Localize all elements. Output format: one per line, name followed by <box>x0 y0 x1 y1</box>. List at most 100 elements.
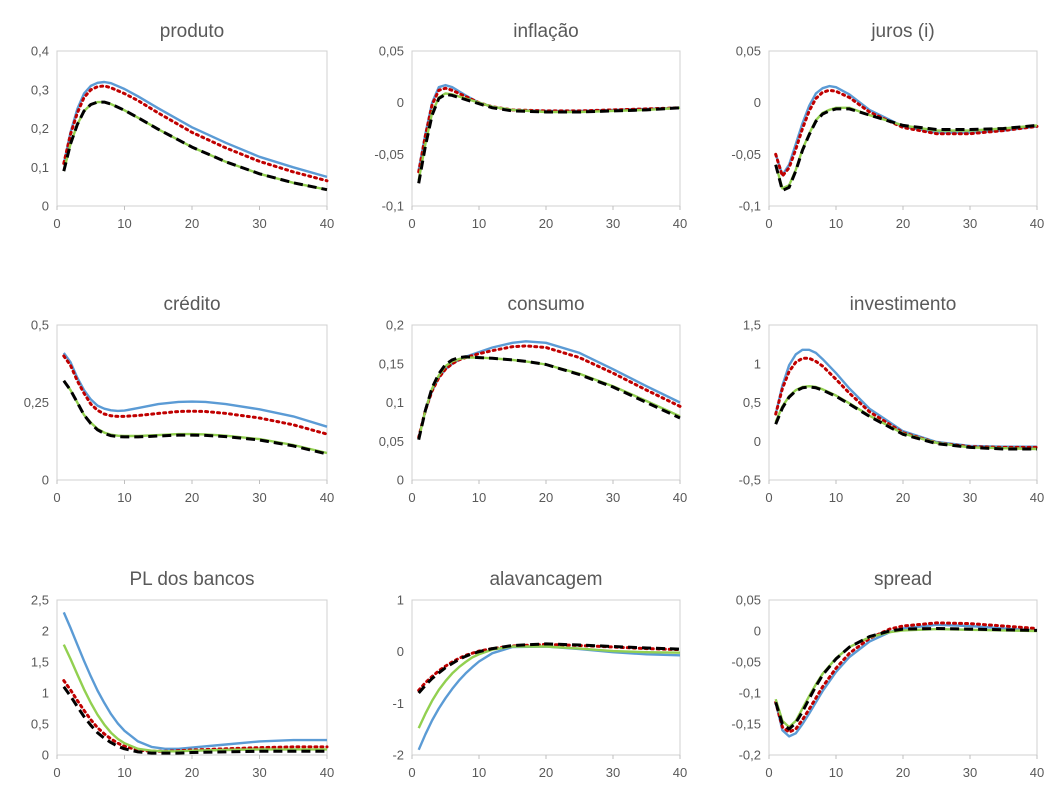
y-tick-label: 0,4 <box>31 44 49 59</box>
panel-title: crédito <box>163 294 220 315</box>
series-line-3 <box>774 627 1038 729</box>
series-line-4 <box>62 685 327 755</box>
y-tick-label: 1 <box>754 356 761 371</box>
panel-1: produto 0 0,1 0,2 0,3 0,4 0 10 20 30 40 <box>31 21 334 231</box>
y-tick-label: -0,1 <box>739 199 761 214</box>
series-line-1 <box>417 645 681 751</box>
y-tick-label: 0,05 <box>736 593 761 608</box>
y-tick-label: 1,5 <box>31 655 49 670</box>
x-tick-label: 40 <box>1030 765 1044 780</box>
series-line-2 <box>774 621 1039 734</box>
y-tick-label: 0 <box>397 95 404 110</box>
y-tick-label: -0,2 <box>739 748 761 763</box>
x-tick-label: 10 <box>472 216 486 231</box>
series-line-1 <box>417 83 681 171</box>
series-line-4 <box>774 627 1038 731</box>
x-tick-label: 30 <box>606 490 620 505</box>
x-tick-label: 10 <box>117 765 131 780</box>
x-tick-label: 40 <box>673 490 687 505</box>
x-tick-label: 40 <box>1030 216 1044 231</box>
y-tick-label: 1,5 <box>743 318 761 333</box>
panel-7: PL dos bancos 0 0,5 1 1,5 2 2,5 0 10 20 30 40 <box>31 569 334 780</box>
y-tick-label: 0,5 <box>31 318 49 333</box>
series-line-4 <box>417 92 681 184</box>
series-line-3 <box>62 644 327 753</box>
x-tick-label: 10 <box>829 216 843 231</box>
x-tick-label: 10 <box>829 765 843 780</box>
x-tick-label: 20 <box>896 490 910 505</box>
x-tick-label: 0 <box>408 490 415 505</box>
y-tick-label: -0,1 <box>739 686 761 701</box>
series-line-4 <box>774 107 1038 192</box>
y-tick-label: 0,05 <box>736 44 761 59</box>
x-tick-label: 0 <box>765 490 772 505</box>
x-tick-label: 10 <box>472 490 486 505</box>
x-tick-label: 10 <box>117 490 131 505</box>
series-line-3 <box>62 380 328 455</box>
plot-area <box>411 50 681 207</box>
y-tick-label: 0 <box>754 624 761 639</box>
y-tick-label: 0 <box>754 95 761 110</box>
y-tick-label: 0,5 <box>743 395 761 410</box>
y-tick-label: 0,5 <box>31 717 49 732</box>
x-tick-label: 20 <box>539 216 553 231</box>
x-tick-label: 40 <box>320 765 334 780</box>
x-tick-label: 10 <box>117 216 131 231</box>
y-tick-label: 0,2 <box>31 121 49 136</box>
series-line-3 <box>62 100 328 191</box>
y-tick-label: 2 <box>42 624 49 639</box>
y-tick-label: 0,2 <box>386 318 404 333</box>
y-tick-label: 0,25 <box>24 395 49 410</box>
x-tick-label: 40 <box>320 216 334 231</box>
y-tick-label: 0,1 <box>386 395 404 410</box>
panel-5: consumo 0 0,05 0,1 0,15 0,2 0 10 20 30 40 <box>379 294 688 505</box>
series-line-2 <box>774 88 1039 178</box>
series-line-4 <box>62 379 328 456</box>
panel-3: juros (i) -0,1 -0,05 0 0,05 0 10 20 30 40 <box>731 21 1044 231</box>
x-tick-label: 0 <box>408 765 415 780</box>
y-tick-label: -0,05 <box>374 147 404 162</box>
panel-title: consumo <box>507 294 584 315</box>
plot-area <box>411 599 681 756</box>
x-tick-label: 30 <box>963 765 977 780</box>
series-line-4 <box>62 100 328 192</box>
series-line-4 <box>774 385 1037 451</box>
series-line-1 <box>774 623 1038 738</box>
x-tick-label: 0 <box>53 765 60 780</box>
y-tick-label: 1 <box>397 593 404 608</box>
y-tick-label: 0 <box>42 199 49 214</box>
series-line-1 <box>62 80 328 179</box>
y-tick-label: 2,5 <box>31 593 49 608</box>
panel-title: inflação <box>513 21 579 42</box>
panel-title: alavancagem <box>489 569 602 590</box>
plot-area <box>768 599 1038 756</box>
x-tick-label: 30 <box>252 490 266 505</box>
x-tick-label: 20 <box>896 216 910 231</box>
x-tick-label: 20 <box>185 490 199 505</box>
x-tick-label: 30 <box>606 765 620 780</box>
y-tick-label: 1 <box>42 686 49 701</box>
x-tick-label: 30 <box>252 765 266 780</box>
panel-4: crédito 0 0,25 0,5 0 10 20 30 40 <box>24 294 335 505</box>
x-tick-label: 10 <box>829 490 843 505</box>
x-tick-label: 40 <box>1030 490 1044 505</box>
y-tick-label: 0 <box>42 473 49 488</box>
panel-title: juros (i) <box>870 21 934 42</box>
panel-9: spread -0,2 -0,15 -0,1 -0,05 0 0,05 0 10 20 30 40 <box>731 569 1044 780</box>
y-tick-label: 0 <box>42 748 49 763</box>
series-line-3 <box>417 92 681 181</box>
y-tick-label: 0 <box>397 473 404 488</box>
panel-title: PL dos bancos <box>130 569 255 590</box>
y-tick-label: -2 <box>392 748 404 763</box>
y-tick-label: 0 <box>754 434 761 449</box>
x-tick-label: 0 <box>53 216 60 231</box>
series-line-1 <box>774 348 1037 448</box>
x-tick-label: 0 <box>765 765 772 780</box>
x-tick-label: 0 <box>408 216 415 231</box>
y-tick-label: 0,05 <box>379 44 404 59</box>
y-tick-label: -0,05 <box>731 655 761 670</box>
x-tick-label: 40 <box>673 765 687 780</box>
x-tick-label: 0 <box>53 490 60 505</box>
